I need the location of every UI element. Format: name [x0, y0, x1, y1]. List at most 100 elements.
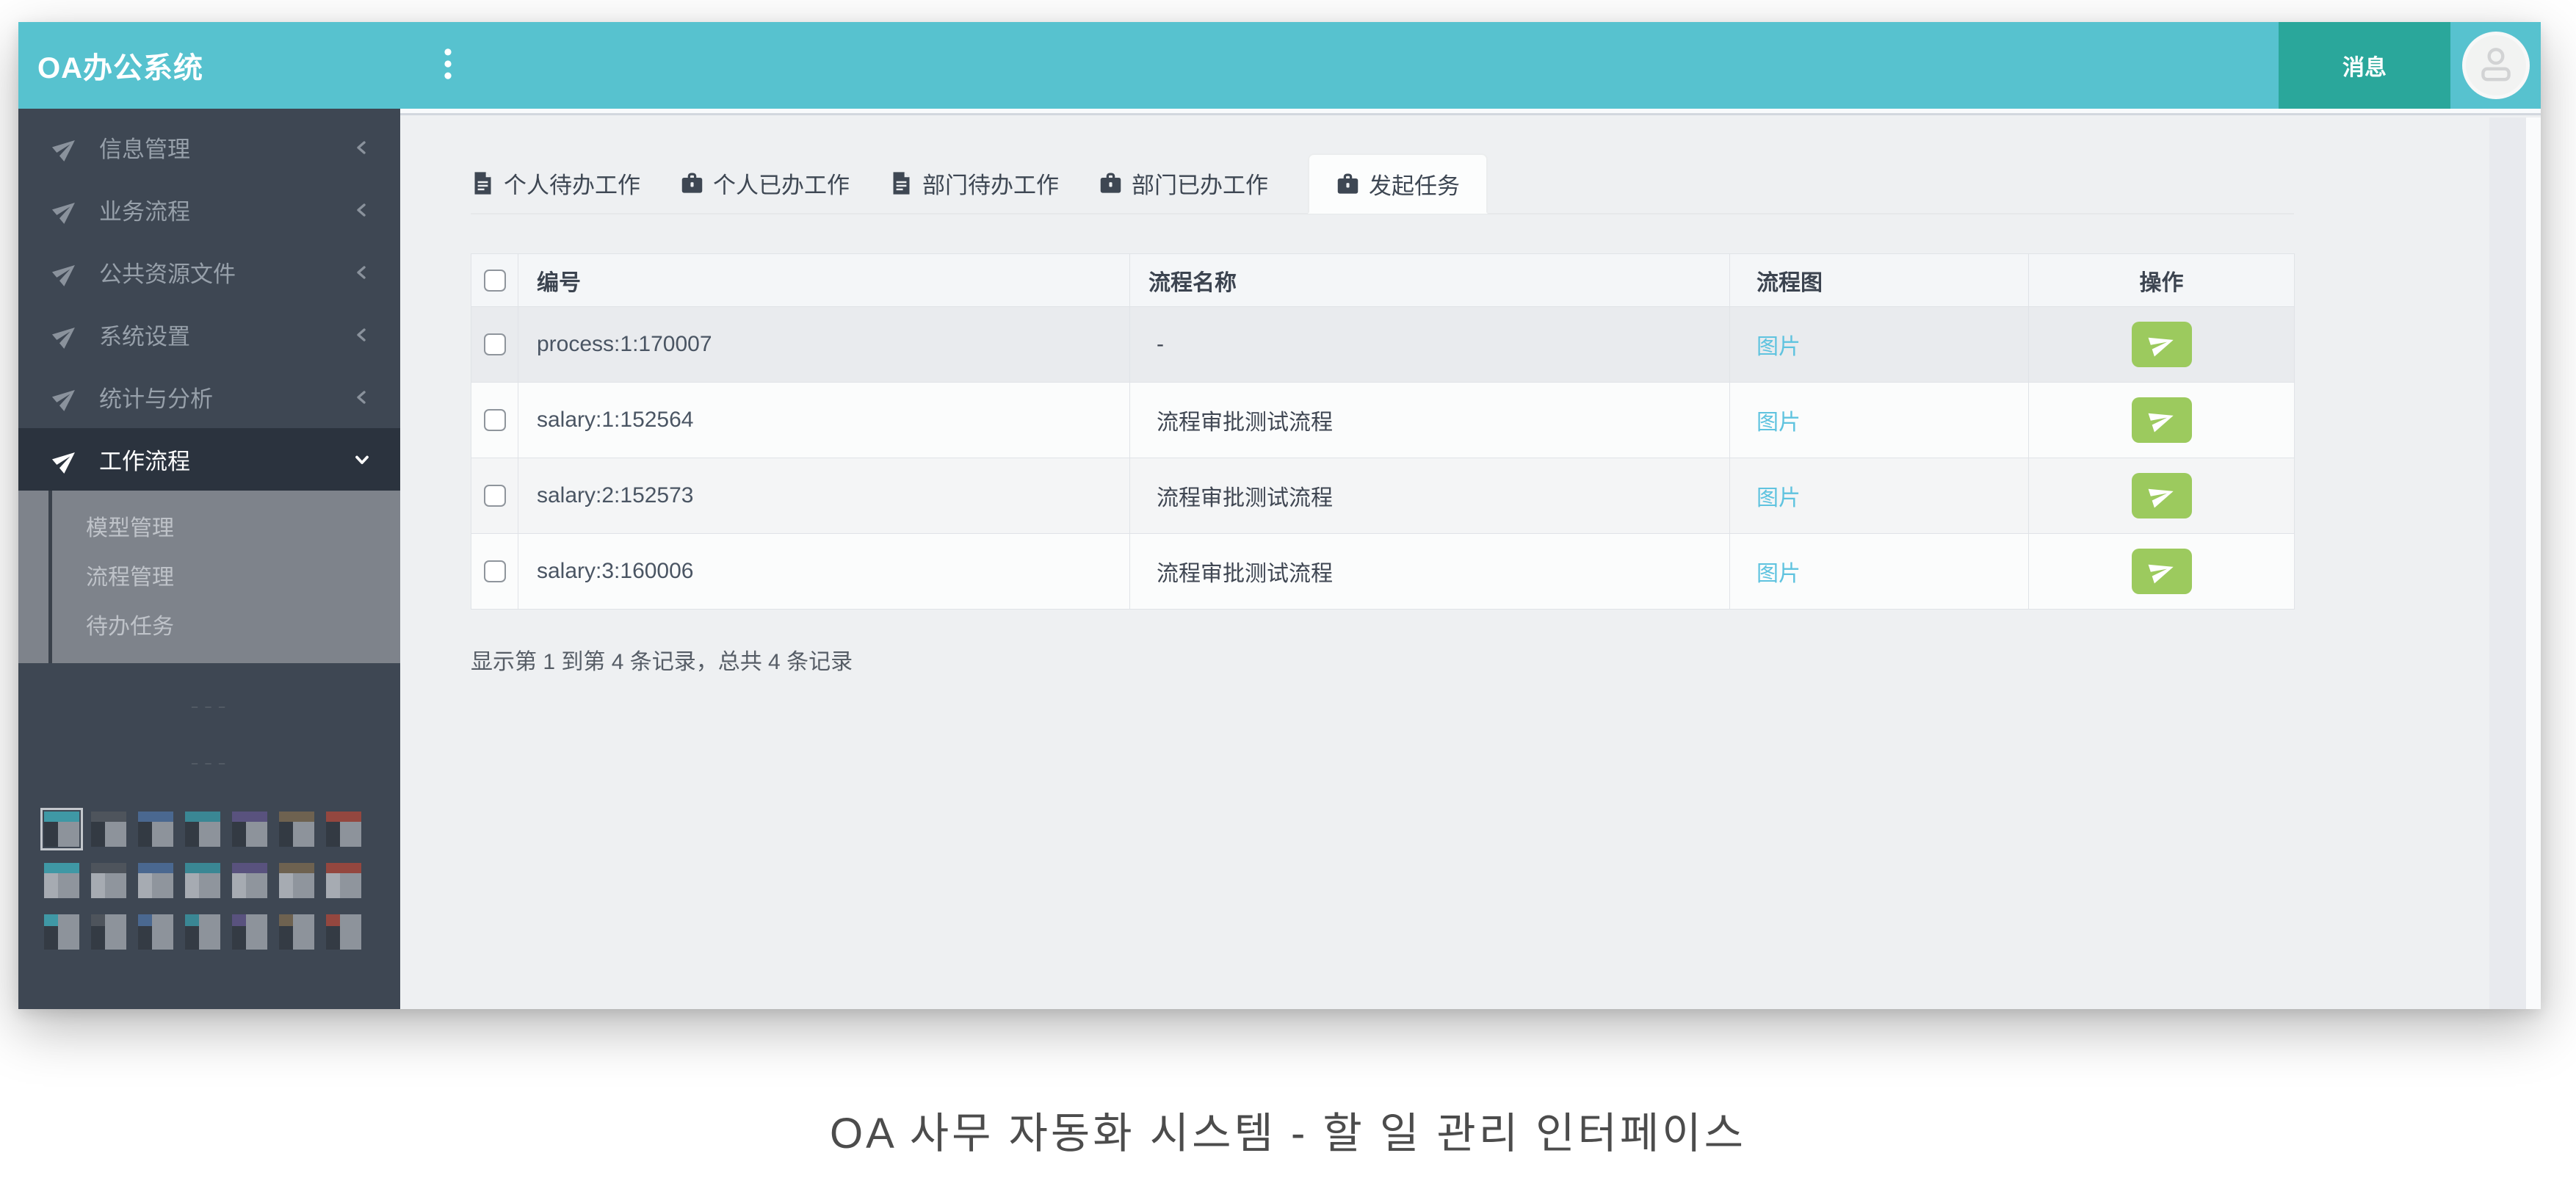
sidebar-menu: 信息管理 业务流程 公共资源文件 系统设置: [18, 116, 400, 491]
submenu-item[interactable]: 待办任务: [18, 599, 400, 648]
table-row: process:1:170007 - 图片: [471, 306, 2295, 383]
theme-swatch[interactable]: [185, 812, 220, 847]
theme-swatch[interactable]: [326, 863, 361, 898]
column-header-id: 编号: [518, 253, 1130, 307]
table-row: salary:2:152573 流程审批测试流程 图片: [471, 458, 2295, 534]
diagram-link[interactable]: 图片: [1756, 411, 1801, 435]
row-checkbox[interactable]: [483, 485, 506, 507]
row-checkbox[interactable]: [483, 333, 506, 355]
tab-label: 发起任务: [1369, 173, 1460, 199]
sidebar-item-label: 信息管理: [99, 137, 190, 162]
theme-swatch[interactable]: [279, 863, 314, 898]
task-tab[interactable]: 个人待办工作: [471, 153, 640, 213]
task-tab[interactable]: 部门已办工作: [1099, 153, 1268, 213]
submenu-item-label: 流程管理: [86, 565, 174, 590]
diagram-link[interactable]: 图片: [1756, 335, 1801, 359]
theme-swatch[interactable]: [326, 812, 361, 847]
theme-switcher: [40, 808, 375, 950]
send-icon: [2148, 482, 2175, 510]
theme-swatch-accent: [326, 914, 340, 926]
theme-swatch-accent: [185, 863, 220, 873]
process-name: 流程审批测试流程: [1129, 382, 1730, 458]
briefcase-icon: [1336, 172, 1360, 196]
process-name: 流程审批测试流程: [1129, 533, 1730, 610]
column-header-name: 流程名称: [1129, 253, 1730, 307]
sidebar-item-label: 统计与分析: [99, 386, 213, 412]
theme-swatch-accent: [44, 914, 58, 926]
theme-swatch[interactable]: [91, 812, 126, 847]
workflow-submenu: 模型管理 流程管理 待办任务: [18, 491, 400, 663]
theme-swatch-accent: [44, 812, 79, 822]
theme-swatch[interactable]: [91, 914, 126, 950]
theme-swatch[interactable]: [185, 914, 220, 950]
column-header-diagram: 流程图: [1729, 253, 2029, 307]
rocket-icon: [51, 135, 79, 162]
chevron-left-icon: [353, 201, 371, 219]
content-top-border: [400, 109, 2541, 115]
theme-swatch[interactable]: [279, 812, 314, 847]
theme-swatch[interactable]: [185, 863, 220, 898]
task-tab[interactable]: 发起任务: [1308, 153, 1488, 214]
row-checkbox[interactable]: [483, 409, 506, 431]
record-summary: 显示第 1 到第 4 条记录，总共 4 条记录: [471, 650, 853, 674]
row-checkbox[interactable]: [483, 560, 506, 582]
theme-swatch[interactable]: [279, 914, 314, 950]
theme-swatch-accent: [232, 812, 267, 822]
sidebar-item[interactable]: 统计与分析: [18, 366, 400, 428]
select-all-checkbox[interactable]: [483, 269, 506, 292]
start-process-button[interactable]: [2131, 549, 2192, 594]
sidebar-item[interactable]: 公共资源文件: [18, 241, 400, 303]
theme-swatch[interactable]: [91, 863, 126, 898]
person-icon: [2473, 41, 2519, 90]
theme-swatch[interactable]: [232, 914, 267, 950]
theme-swatch[interactable]: [44, 863, 79, 898]
diagram-link[interactable]: 图片: [1756, 486, 1801, 510]
theme-swatch[interactable]: [44, 914, 79, 950]
table-row: salary:1:152564 流程审批测试流程 图片: [471, 382, 2295, 458]
chevron-left-icon: [353, 264, 371, 281]
theme-swatch-accent: [91, 863, 126, 873]
start-process-button[interactable]: [2131, 322, 2192, 367]
theme-swatch[interactable]: [138, 863, 173, 898]
messages-button[interactable]: 消息: [2279, 22, 2450, 109]
avatar[interactable]: [2461, 32, 2530, 99]
tab-label: 部门待办工作: [922, 172, 1059, 198]
content-right-margin: [2526, 118, 2541, 1009]
theme-swatch-accent: [279, 812, 314, 822]
sidebar-item[interactable]: 业务流程: [18, 178, 400, 241]
theme-swatch-accent: [185, 812, 220, 822]
rocket-icon: [51, 260, 79, 286]
sidebar-item[interactable]: 系统设置: [18, 303, 400, 366]
sidebar-item-label: 业务流程: [99, 199, 190, 225]
sidebar-toggle-button[interactable]: [422, 22, 474, 109]
table-header-row: 编号 流程名称 流程图 操作: [471, 253, 2295, 307]
file-icon: [471, 171, 495, 195]
theme-swatch[interactable]: [232, 863, 267, 898]
rocket-icon: [51, 198, 79, 224]
theme-swatch[interactable]: [326, 914, 361, 950]
scrollbar-track[interactable]: [2489, 118, 2526, 1009]
chevron-left-icon: [353, 326, 371, 344]
theme-swatch[interactable]: [40, 808, 83, 850]
submenu-item[interactable]: 流程管理: [18, 550, 400, 599]
sidebar-item[interactable]: 信息管理: [18, 116, 400, 178]
avatar-zone: [2450, 22, 2541, 109]
theme-swatch[interactable]: [138, 914, 173, 950]
sidebar-marker: – – –: [191, 701, 228, 713]
sidebar-item[interactable]: 工作流程: [18, 428, 400, 491]
chevron-left-icon: [353, 388, 371, 406]
main-content: 个人待办工作 个人已办工作 部门待办工作 部门已办工作 发起任务: [400, 109, 2541, 1009]
start-process-button[interactable]: [2131, 397, 2192, 443]
theme-swatch[interactable]: [138, 812, 173, 847]
chevron-left-icon: [353, 139, 371, 156]
tab-label: 个人待办工作: [504, 172, 640, 198]
theme-swatch[interactable]: [232, 812, 267, 847]
sidebar: 信息管理 业务流程 公共资源文件 系统设置: [18, 109, 400, 1009]
start-process-button[interactable]: [2131, 473, 2192, 518]
task-tab[interactable]: 部门待办工作: [889, 153, 1059, 213]
submenu-item[interactable]: 模型管理: [18, 501, 400, 550]
task-tab[interactable]: 个人已办工作: [680, 153, 850, 213]
diagram-link[interactable]: 图片: [1756, 562, 1801, 586]
rocket-icon: [51, 322, 79, 349]
